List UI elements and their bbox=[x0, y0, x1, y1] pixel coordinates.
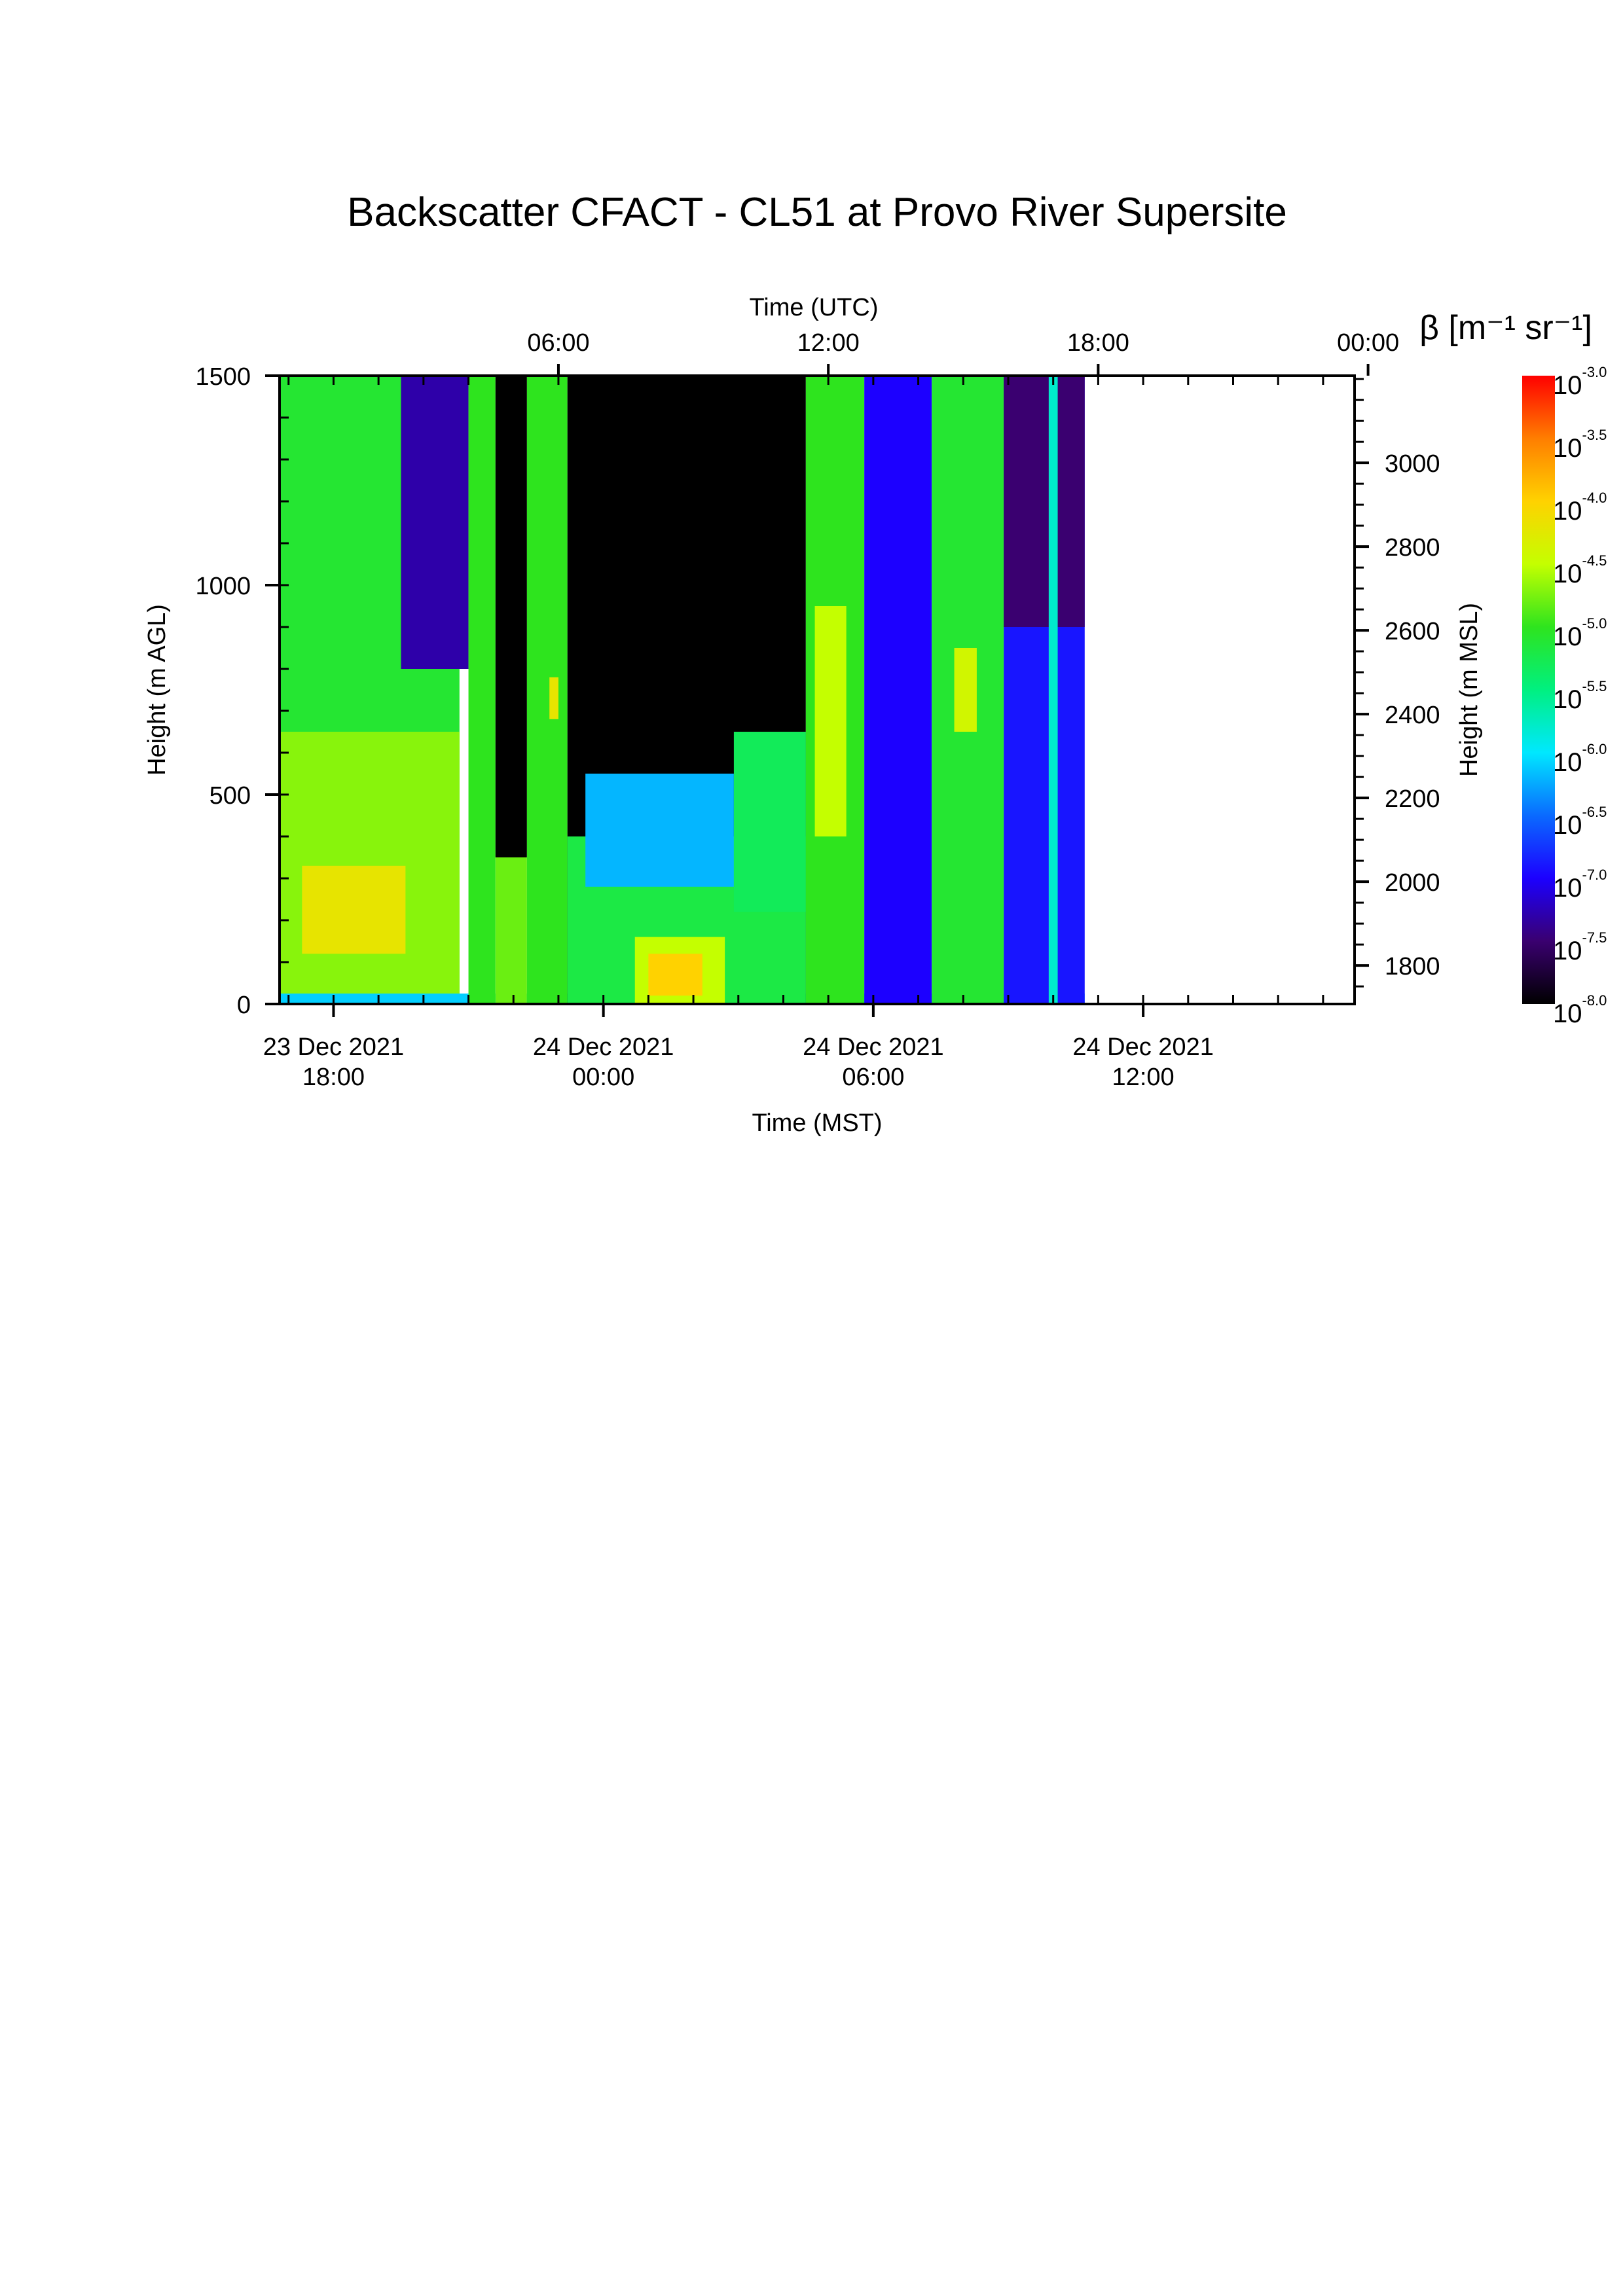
y-right-tick-label: 2600 bbox=[1385, 618, 1440, 645]
x-top-tick-label: 12:00 bbox=[797, 329, 860, 357]
y-right-tick-label: 2000 bbox=[1385, 869, 1440, 897]
heatmap-image bbox=[280, 376, 1355, 1004]
y-right-axis-label: Height (m MSL) bbox=[1455, 603, 1483, 777]
x-tick-label-date: 24 Dec 2021 bbox=[533, 1033, 674, 1061]
heatmap-cell bbox=[526, 376, 568, 1004]
y-right-tick-label: 2200 bbox=[1385, 785, 1440, 813]
y-right-tick-label: 2400 bbox=[1385, 702, 1440, 729]
y-right-tick-label: 1800 bbox=[1385, 953, 1440, 980]
heatmap-cell bbox=[864, 376, 932, 1004]
heatmap-cell bbox=[648, 954, 702, 996]
y-tick-label: 1500 bbox=[195, 363, 251, 391]
y-tick-label: 1000 bbox=[195, 573, 251, 600]
colorbar-tick-label: 10-3.0 bbox=[1553, 364, 1607, 400]
colorbar bbox=[1522, 376, 1555, 1004]
colorbar-tick-label: 10-7.0 bbox=[1553, 867, 1607, 903]
heatmap-cell bbox=[1004, 376, 1085, 627]
colorbar-tick-label: 10-5.0 bbox=[1553, 615, 1607, 651]
x-tick-label-date: 24 Dec 2021 bbox=[1072, 1033, 1214, 1061]
heatmap-cell bbox=[814, 606, 847, 836]
heatmap-cell bbox=[401, 376, 469, 669]
x-top-tick-label: 00:00 bbox=[1337, 329, 1399, 357]
y-right-tick-label: 3000 bbox=[1385, 450, 1440, 478]
colorbar-label: β [m⁻¹ sr⁻¹] bbox=[1419, 309, 1592, 347]
x-tick-label-time: 06:00 bbox=[842, 1064, 904, 1091]
x-top-tick-label: 06:00 bbox=[527, 329, 589, 357]
colorbar-tick-label: 10-4.5 bbox=[1553, 552, 1607, 588]
colorbar-tick-label: 10-4.0 bbox=[1553, 490, 1607, 526]
x-top-tick-label: 18:00 bbox=[1067, 329, 1129, 357]
x-tick-label-date: 23 Dec 2021 bbox=[263, 1033, 405, 1061]
y-tick-label: 500 bbox=[210, 782, 251, 810]
heatmap-cell bbox=[549, 677, 558, 719]
chart-title: Backscatter CFACT - CL51 at Provo River … bbox=[347, 190, 1287, 235]
x-tick-label-time: 00:00 bbox=[572, 1064, 634, 1091]
heatmap-cell bbox=[585, 774, 734, 887]
x-tick-label-date: 24 Dec 2021 bbox=[803, 1033, 944, 1061]
heatmap-cell bbox=[1048, 376, 1058, 1004]
heatmap-cell bbox=[495, 857, 527, 1004]
heatmap-cell bbox=[495, 376, 527, 857]
colorbar-tick-label: 10-6.0 bbox=[1553, 741, 1607, 777]
heatmap-cell bbox=[954, 648, 977, 732]
y-tick-label: 0 bbox=[237, 992, 251, 1019]
x-tick-label-time: 12:00 bbox=[1112, 1064, 1175, 1091]
y-right-tick-label: 2800 bbox=[1385, 534, 1440, 562]
colorbar-tick-label: 10-6.5 bbox=[1553, 804, 1607, 840]
colorbar-tick-label: 10-5.5 bbox=[1553, 678, 1607, 714]
heatmap-cell bbox=[302, 865, 406, 954]
heatmap-cell bbox=[733, 732, 806, 912]
heatmap-cell bbox=[468, 376, 496, 1004]
y-axis-label: Height (m AGL) bbox=[143, 604, 171, 776]
colorbar-tick-label: 10-3.5 bbox=[1553, 427, 1607, 463]
colorbar-tick-label: 10-8.0 bbox=[1553, 992, 1607, 1028]
x-tick-label-time: 18:00 bbox=[302, 1064, 365, 1091]
top-axis-label: Time (UTC) bbox=[750, 294, 879, 321]
x-axis-label: Time (MST) bbox=[752, 1109, 882, 1137]
plot-frame bbox=[278, 374, 1356, 1005]
colorbar-tick-label: 10-7.5 bbox=[1553, 929, 1607, 965]
